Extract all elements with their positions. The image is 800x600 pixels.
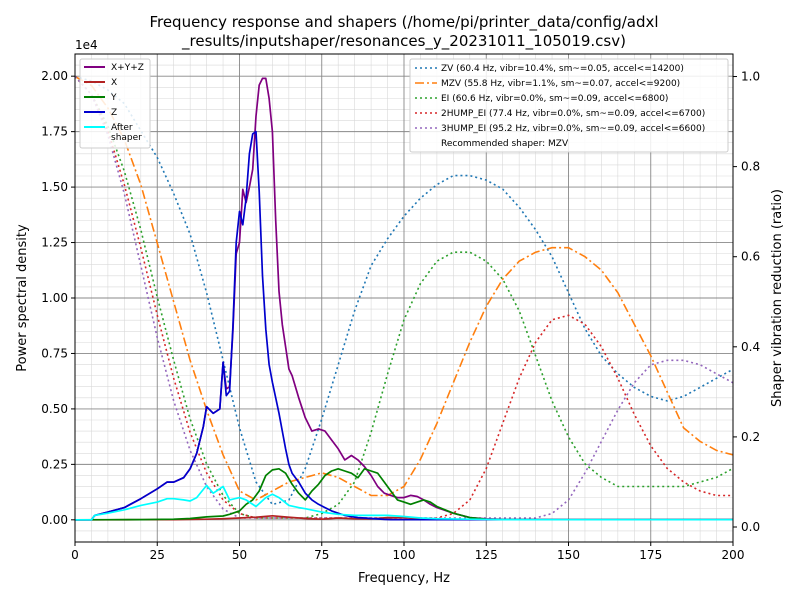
- legend-shaper-label: MZV (55.8 Hz, vibr=1.1%, sm~=0.07, accel…: [441, 79, 680, 89]
- legend-shaper-label: EI (60.6 Hz, vibr=0.0%, sm~=0.09, accel<…: [441, 94, 668, 104]
- y-axis-offset-text: 1e4: [75, 38, 98, 52]
- y-tick-label: 1.25: [41, 236, 68, 250]
- x-tick-label: 75: [314, 548, 329, 562]
- y-tick-label: 1.00: [41, 291, 68, 305]
- y-axis-label: Power spectral density: [15, 224, 30, 372]
- legend-shaper-label: 3HUMP_EI (95.2 Hz, vibr=0.0%, sm~=0.09, …: [441, 124, 705, 134]
- legend-psd-label: Z: [111, 108, 117, 118]
- chart-title-line2: _results/inputshaper/resonances_y_202310…: [181, 32, 626, 51]
- x-tick-label: 125: [475, 548, 498, 562]
- x-tick-label: 0: [71, 548, 79, 562]
- y-tick-label: 0.75: [41, 346, 68, 360]
- y2-axis-label: Shaper vibration reduction (ratio): [770, 189, 785, 407]
- x-tick-label: 150: [557, 548, 580, 562]
- legend-psd-label: X+Y+Z: [111, 63, 144, 73]
- legend-shaper-label: ZV (60.4 Hz, vibr=10.4%, sm~=0.05, accel…: [441, 64, 684, 74]
- legend-shapers-box: [409, 58, 729, 153]
- y-tick-label: 2.00: [41, 69, 68, 83]
- chart-title-line1: Frequency response and shapers (/home/pi…: [149, 13, 658, 32]
- psd-line-3: [75, 130, 733, 521]
- x-tick-label: 100: [393, 548, 416, 562]
- psd-series-layer: [74, 77, 733, 521]
- shaper-line-2: [74, 75, 734, 519]
- x-axis-label: Frequency, Hz: [358, 571, 450, 586]
- y2-tick-label: 0.2: [741, 430, 760, 444]
- y-axis-left: 0.00 0.25 0.50 0.75 1.00 1.25 1.50 1.75 2.00: [41, 69, 75, 527]
- y-axis-right: 0.0 0.2 0.4 0.6 0.8 1.0: [733, 70, 760, 534]
- x-tick-label: 50: [232, 548, 247, 562]
- y2-tick-label: 1.0: [741, 70, 760, 84]
- legend-shapers: ZV (60.4 Hz, vibr=10.4%, sm~=0.05, accel…: [409, 58, 729, 153]
- y2-tick-label: 0.6: [741, 250, 760, 264]
- legend-shaper-label: 2HUMP_EI (77.4 Hz, vibr=0.0%, sm~=0.09, …: [441, 109, 705, 119]
- shaper-line-3: [74, 75, 733, 519]
- x-tick-label: 25: [150, 548, 165, 562]
- y-tick-label: 0.00: [41, 513, 68, 527]
- y-tick-label: 0.25: [41, 457, 68, 471]
- legend-psd-label: X: [111, 78, 117, 88]
- legend-psd-label: After shaper: [111, 123, 142, 143]
- x-tick-label: 200: [722, 548, 745, 562]
- shaper-line-0: [74, 75, 734, 506]
- y-tick-label: 1.75: [41, 125, 68, 139]
- legend-recommended-shaper: Recommended shaper: MZV: [441, 139, 569, 149]
- x-axis: 0 25 50 75 100 125 150 175 200: [71, 542, 744, 562]
- y-tick-label: 1.50: [41, 180, 68, 194]
- x-tick-label: 175: [639, 548, 662, 562]
- y2-tick-label: 0.8: [741, 160, 760, 174]
- y-tick-label: 0.50: [41, 402, 68, 416]
- legend-psd: X+Y+Z XYZ After shaper: [79, 58, 151, 149]
- shaper-line-1: [74, 75, 734, 501]
- y2-tick-label: 0.0: [741, 520, 760, 534]
- psd-line-4: [75, 484, 733, 521]
- legend-psd-label: Y: [110, 93, 117, 103]
- psd-line-2: [74, 467, 733, 521]
- y2-tick-label: 0.4: [741, 340, 760, 354]
